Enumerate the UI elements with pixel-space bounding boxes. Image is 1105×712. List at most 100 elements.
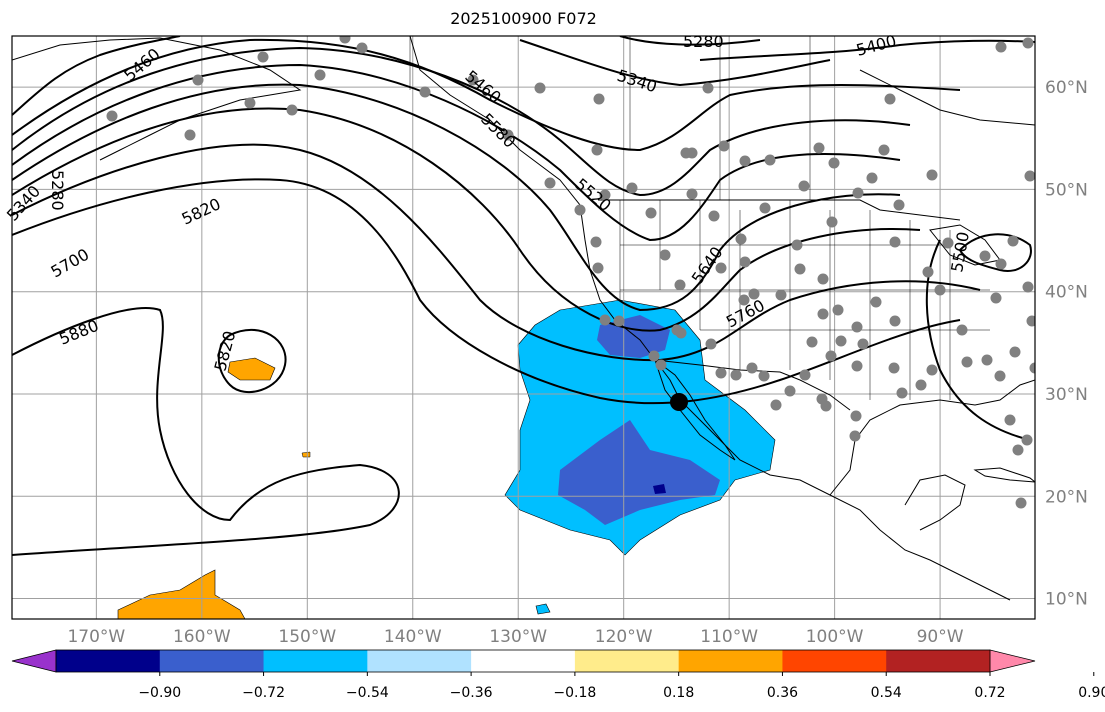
station-dot	[1022, 281, 1034, 293]
contour-5640	[12, 83, 901, 312]
station-dot	[828, 157, 840, 169]
station-dot	[648, 350, 660, 362]
station-dot	[738, 294, 750, 306]
coastline-hudson	[859, 69, 1035, 126]
station-dot	[956, 324, 968, 336]
station-dot	[244, 97, 256, 109]
anomaly-field-positive-small	[301, 451, 311, 458]
storm-center-marker	[670, 393, 688, 411]
station-dot	[599, 189, 611, 201]
station-dot	[686, 147, 698, 159]
station-dot	[730, 369, 742, 381]
anomaly-field-south-dark	[558, 420, 720, 525]
station-dot	[889, 315, 901, 327]
colorbar-label: −0.18	[553, 685, 596, 701]
coastline-yucatan	[904, 474, 966, 531]
station-dot	[339, 36, 351, 44]
station-dot	[817, 308, 829, 320]
station-dot	[674, 279, 686, 291]
station-dot	[686, 188, 698, 200]
station-dot	[784, 385, 796, 397]
lon-tick-label: 140°W	[384, 627, 442, 647]
colorbar-segment	[367, 650, 472, 672]
latitude-labels: 60°N 50°N 40°N 30°N 20°N 10°N	[1045, 78, 1088, 609]
colorbar-segment	[574, 650, 680, 672]
station-dot	[852, 187, 864, 199]
lat-tick-label: 60°N	[1045, 78, 1088, 98]
contour-5280-west	[12, 36, 181, 116]
station-dot	[1029, 362, 1035, 374]
station-dot	[184, 129, 196, 141]
station-dot	[467, 74, 479, 86]
colorbar-label: −0.90	[138, 685, 181, 701]
station-dot	[979, 250, 991, 262]
lat-tick-label: 40°N	[1045, 283, 1088, 303]
contour-5820-closed	[217, 328, 287, 394]
station-dot	[1012, 444, 1024, 456]
contour-label: 5280	[48, 170, 67, 211]
station-dot	[705, 338, 717, 350]
station-dot	[599, 314, 611, 326]
colorbar-label: 0.18	[663, 685, 694, 701]
station-dot	[718, 140, 730, 152]
lat-tick-label: 50°N	[1045, 180, 1088, 200]
station-dot	[990, 292, 1002, 304]
station-dot	[419, 86, 431, 98]
colorbar-segment	[886, 650, 991, 672]
anomaly-field-positive-west	[227, 357, 276, 381]
contour-5520	[12, 46, 911, 197]
station-dot	[798, 180, 810, 192]
lat-tick-label: 20°N	[1045, 487, 1088, 507]
colorbar-label: 0.90	[1078, 685, 1105, 701]
station-dot	[659, 249, 671, 261]
station-dot	[995, 41, 1007, 53]
station-dot	[356, 42, 368, 54]
colorbar-segment	[678, 650, 783, 672]
contour-5880	[12, 307, 400, 556]
station-dot	[995, 258, 1007, 270]
station-dot	[764, 154, 776, 166]
contour-low-east	[958, 233, 1032, 272]
colorbar-segment	[159, 650, 265, 672]
station-dot	[878, 144, 890, 156]
station-dot	[534, 82, 546, 94]
station-dot	[889, 236, 901, 248]
station-dot	[590, 236, 602, 248]
station-dot	[671, 324, 683, 336]
station-dot	[857, 338, 869, 350]
lon-tick-label: 120°W	[595, 627, 653, 647]
contour-5820	[12, 178, 961, 405]
anomaly-field-small-blob	[535, 603, 551, 615]
station-dot	[888, 362, 900, 374]
station-dot	[746, 362, 758, 374]
station-dot	[851, 321, 863, 333]
station-dot	[715, 262, 727, 274]
contour-5280-north	[619, 36, 761, 46]
colorbar-label: 0.54	[871, 685, 902, 701]
anomaly-field-core	[653, 484, 666, 494]
station-dot	[961, 356, 973, 368]
station-dot	[257, 51, 269, 63]
station-dot	[791, 239, 803, 251]
station-dot	[832, 304, 844, 316]
colorbar-label: −0.54	[346, 685, 389, 701]
lat-tick-label: 30°N	[1045, 385, 1088, 405]
map-title: 2025100900 F072	[450, 9, 597, 28]
station-dot	[1024, 170, 1035, 182]
station-dot	[613, 315, 625, 327]
colorbar-extend-high	[989, 649, 1036, 673]
station-dot	[739, 155, 751, 167]
station-dot	[870, 296, 882, 308]
station-dot	[739, 256, 751, 268]
colorbar-segment	[471, 650, 576, 672]
station-dot	[1022, 37, 1034, 49]
station-dot	[850, 410, 862, 422]
contour-5340	[519, 39, 831, 87]
station-dot	[934, 284, 946, 296]
lon-tick-label: 170°W	[67, 627, 125, 647]
station-dot	[813, 142, 825, 154]
colorbar-segment	[782, 650, 887, 672]
station-dot	[866, 172, 878, 184]
station-dot	[915, 379, 927, 391]
